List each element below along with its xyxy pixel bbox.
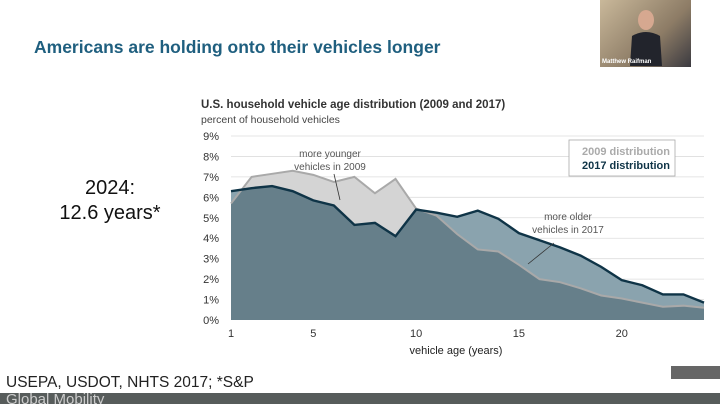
y-tick-label: 5% xyxy=(203,213,219,225)
y-tick-label: 8% xyxy=(203,151,219,163)
slide-title: Americans are holding onto their vehicle… xyxy=(34,37,441,57)
chart-subtitle: percent of household vehicles xyxy=(201,114,340,126)
line-2017 xyxy=(230,184,705,304)
vehicle-age-chart: U.S. household vehicle age distribution … xyxy=(201,99,705,357)
footer-text: Global Mobility xyxy=(6,393,105,404)
annotation-older-line2: vehicles in 2017 xyxy=(532,225,604,236)
source-citation: USEPA, USDOT, NHTS 2017; *S&P xyxy=(6,374,254,391)
participant-silhouette-icon xyxy=(630,10,662,66)
annotation-younger: more younger vehicles in 2009 xyxy=(294,149,366,201)
footer-bar: Global Mobility xyxy=(0,393,720,404)
annotation-older: more older vehicles in 2017 xyxy=(527,212,604,265)
area-overlap xyxy=(231,186,704,320)
legend-box xyxy=(568,139,676,177)
y-tick-label: 4% xyxy=(203,233,219,245)
x-tick-label: 15 xyxy=(513,328,525,340)
x-tick-label: 10 xyxy=(410,328,422,340)
y-tick-label: 2% xyxy=(203,274,219,286)
x-tick-label: 20 xyxy=(616,328,628,340)
y-tick-label: 3% xyxy=(203,254,219,266)
x-tick-label: 5 xyxy=(310,328,316,340)
annotation-older-line1: more older xyxy=(544,212,592,223)
stat-year: 2024: xyxy=(84,177,136,199)
legend-2009: 2009 distribution xyxy=(582,146,670,158)
annotation-younger-line2: vehicles in 2009 xyxy=(294,162,366,173)
y-tick-label: 7% xyxy=(203,172,219,184)
line-2009 xyxy=(230,169,705,309)
annotation-younger-pointer xyxy=(333,173,341,201)
legend: 2009 distribution 2017 distribution xyxy=(568,139,676,177)
annotation-younger-line1: more younger xyxy=(299,149,361,160)
x-tick-label: 1 xyxy=(228,328,234,340)
y-tick-label: 0% xyxy=(203,315,219,327)
slide-nav-tab[interactable] xyxy=(671,366,720,379)
legend-2017: 2017 distribution xyxy=(582,160,670,172)
video-thumbnail[interactable]: Matthew Raifman xyxy=(600,0,691,67)
y-tick-label: 6% xyxy=(203,192,219,204)
chart-title: U.S. household vehicle age distribution … xyxy=(201,99,505,111)
stat-value: 12.6 years* xyxy=(59,202,161,224)
x-axis-label: vehicle age (years) xyxy=(410,345,503,357)
annotation-older-pointer xyxy=(527,242,555,265)
y-tick-label: 9% xyxy=(203,131,219,143)
stat-callout: 2024: 12.6 years* xyxy=(40,176,180,226)
participant-name: Matthew Raifman xyxy=(602,59,652,65)
y-tick-label: 1% xyxy=(203,295,219,307)
